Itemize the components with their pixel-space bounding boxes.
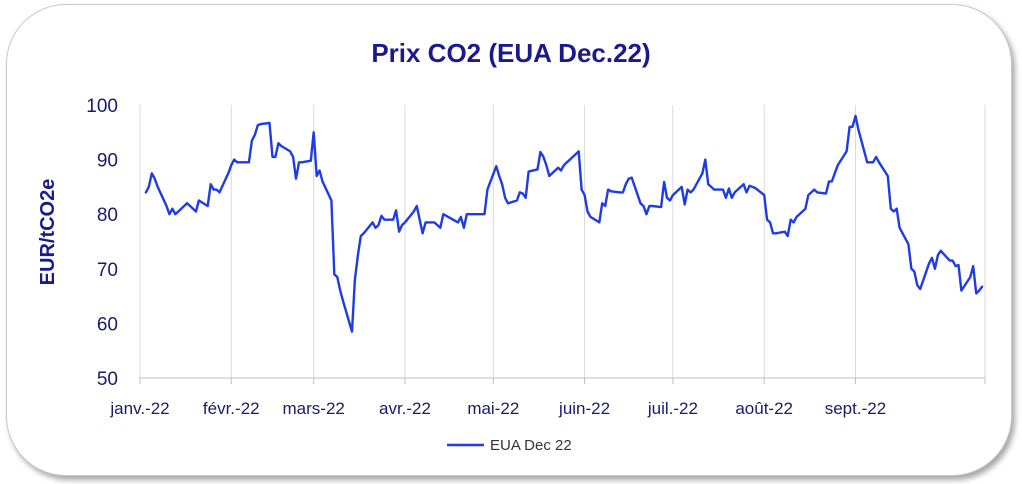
- x-tick-label: juil.-22: [647, 399, 698, 418]
- x-tick-label: févr.-22: [203, 399, 260, 418]
- y-axis-ticks: 50 60 70 80 90 100: [86, 96, 118, 390]
- chart-frame: [6, 4, 1012, 476]
- x-tick-label: janv.-22: [109, 399, 169, 418]
- x-axis: [139, 377, 986, 384]
- y-tick-label: 60: [97, 314, 118, 335]
- series-group: [144, 114, 984, 333]
- y-axis-label: EUR/tCO2e: [37, 179, 59, 286]
- x-axis-ticks: janv.-22 févr.-22 mars-22 avr.-22 mai-22 juin…: [109, 399, 886, 418]
- x-tick-label: mars-22: [283, 399, 345, 418]
- x-tick-label: juin-22: [558, 399, 610, 418]
- y-tick-label: 100: [86, 96, 118, 117]
- y-tick-label: 80: [97, 205, 118, 226]
- legend: EUA Dec 22: [447, 437, 572, 454]
- y-tick-label: 90: [97, 151, 118, 172]
- y-tick-label: 50: [97, 369, 118, 390]
- x-tick-label: avr.-22: [379, 399, 431, 418]
- x-tick-label: mai-22: [467, 399, 519, 418]
- grid-lines: [139, 105, 986, 378]
- legend-label: EUA Dec 22: [490, 437, 572, 454]
- y-tick-label: 70: [97, 260, 118, 281]
- chart-title: Prix CO2 (EUA Dec.22): [371, 38, 650, 68]
- x-tick-label: août-22: [735, 399, 793, 418]
- x-tick-label: sept.-22: [825, 399, 886, 418]
- series-line: [144, 114, 984, 333]
